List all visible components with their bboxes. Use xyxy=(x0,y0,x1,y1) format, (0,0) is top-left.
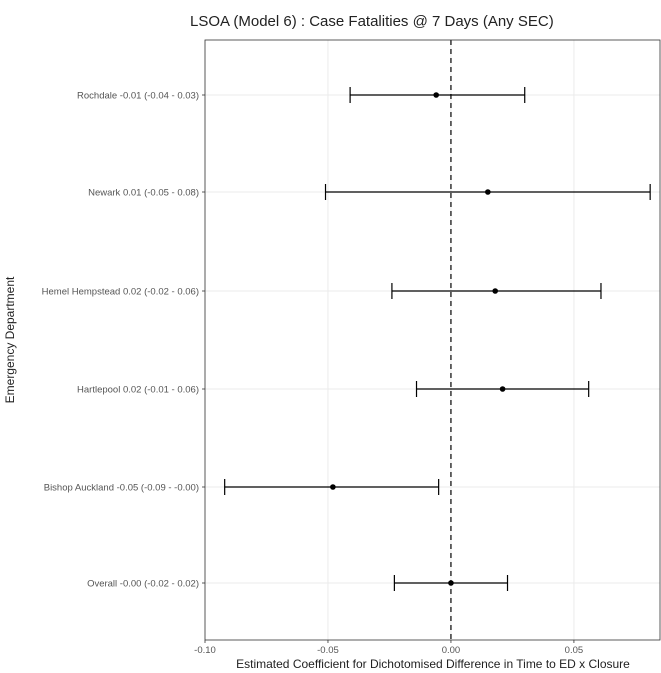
y-tick-label: Bishop Auckland -0.05 (-0.09 - -0.00) xyxy=(44,483,199,494)
x-tick-label: -0.10 xyxy=(194,645,216,656)
x-ticks: -0.10 -0.05 0.00 0.05 xyxy=(194,640,583,656)
point-estimate xyxy=(433,92,439,98)
y-tick-label: Rochdale -0.01 (-0.04 - 0.03) xyxy=(77,91,199,102)
y-axis-title: Emergency Department xyxy=(3,276,17,403)
x-tick-label: 0.05 xyxy=(565,645,584,656)
data-marks xyxy=(224,87,651,591)
y-tick-labels: Rochdale -0.01 (-0.04 - 0.03) Newark 0.01… xyxy=(42,91,205,590)
y-tick-label: Hemel Hempstead 0.02 (-0.02 - 0.06) xyxy=(42,287,199,298)
x-axis-title: Estimated Coefficient for Dichotomised D… xyxy=(236,657,630,671)
y-tick-label: Hartlepool 0.02 (-0.01 - 0.06) xyxy=(77,385,199,396)
y-tick-label: Newark 0.01 (-0.05 - 0.08) xyxy=(88,188,199,199)
point-estimate xyxy=(485,189,491,195)
x-tick-label: 0.00 xyxy=(442,645,461,656)
y-tick-label: Overall -0.00 (-0.02 - 0.02) xyxy=(87,579,199,590)
chart-title: LSOA (Model 6) : Case Fatalities @ 7 Day… xyxy=(190,13,554,30)
point-estimate xyxy=(448,580,454,586)
point-estimate xyxy=(499,386,506,392)
grid-lines xyxy=(204,40,660,640)
point-estimate xyxy=(492,288,499,294)
point-estimate xyxy=(330,484,336,490)
plot-panel xyxy=(204,39,661,641)
x-tick-label: -0.05 xyxy=(317,645,339,656)
